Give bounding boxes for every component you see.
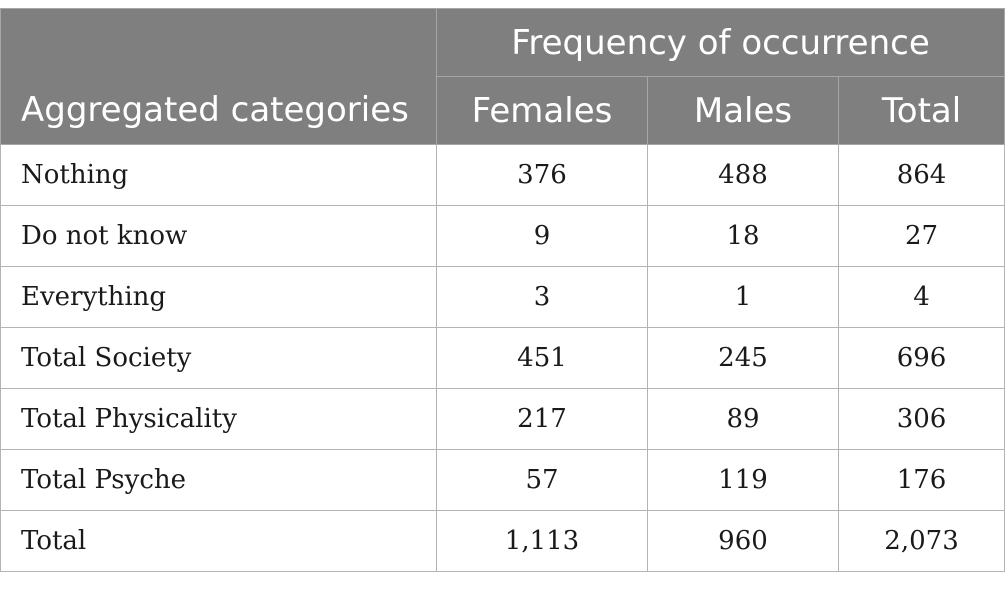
females-cell: 57 [436,449,648,511]
header-row-columns: Aggregated categories Females Males Tota… [0,76,1005,145]
table-row: Total Society 451 245 696 [0,327,1005,389]
total-cell: 2,073 [837,510,1005,572]
males-cell: 245 [647,327,839,389]
males-cell: 119 [647,449,839,511]
table-row: Do not know 9 18 27 [0,205,1005,267]
row-label: Total Psyche [0,449,437,511]
header-row-group: Frequency of occurrence [0,8,1005,77]
row-label: Total Society [0,327,437,389]
frequency-table: Frequency of occurrence Aggregated categ… [0,8,1005,572]
females-cell: 451 [436,327,648,389]
table-row: Total Physicality 217 89 306 [0,388,1005,450]
row-header: Aggregated categories [0,76,437,145]
females-cell: 376 [436,144,648,206]
total-cell: 4 [837,266,1005,328]
row-label: Total Physicality [0,388,437,450]
females-cell: 217 [436,388,648,450]
header-corner-cell [0,8,437,77]
table-row: Total 1,113 960 2,073 [0,510,1005,572]
males-cell: 1 [647,266,839,328]
males-cell: 89 [647,388,839,450]
column-header-total: Total [837,76,1005,145]
table-header: Frequency of occurrence Aggregated categ… [0,8,1005,145]
column-header-females: Females [436,76,648,145]
males-cell: 960 [647,510,839,572]
table-row: Total Psyche 57 119 176 [0,449,1005,511]
group-header: Frequency of occurrence [435,8,1005,77]
total-cell: 864 [837,144,1005,206]
total-cell: 176 [837,449,1005,511]
females-cell: 1,113 [436,510,648,572]
females-cell: 9 [436,205,648,267]
males-cell: 18 [647,205,839,267]
column-header-males: Males [647,76,839,145]
row-label: Nothing [0,144,437,206]
females-cell: 3 [436,266,648,328]
row-label: Total [0,510,437,572]
table-row: Everything 3 1 4 [0,266,1005,328]
table-row: Nothing 376 488 864 [0,144,1005,206]
total-cell: 27 [837,205,1005,267]
row-label: Everything [0,266,437,328]
total-cell: 306 [837,388,1005,450]
males-cell: 488 [647,144,839,206]
table-body: Nothing 376 488 864 Do not know 9 18 27 … [0,144,1005,572]
row-label: Do not know [0,205,437,267]
total-cell: 696 [837,327,1005,389]
